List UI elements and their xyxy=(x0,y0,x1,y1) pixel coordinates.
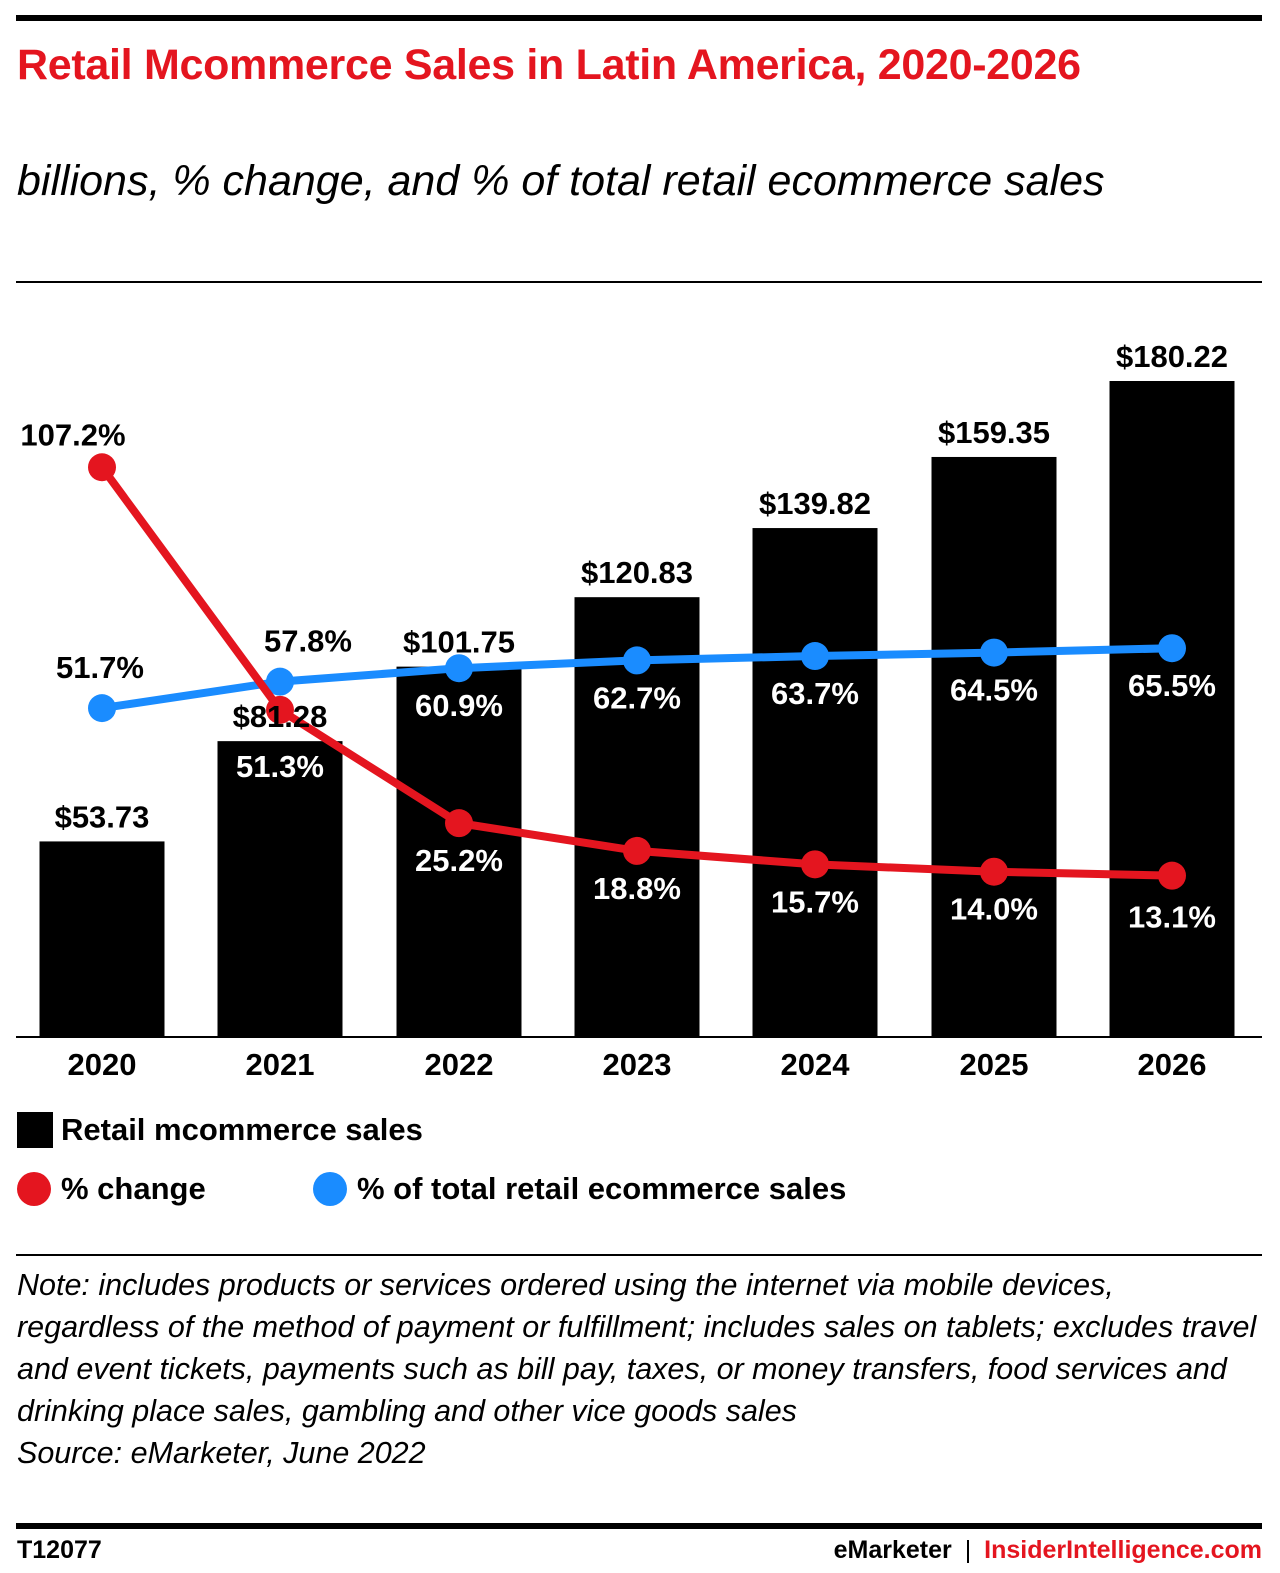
share-label-2024: 63.7% xyxy=(771,676,859,711)
bar-2026 xyxy=(1109,380,1235,1037)
top-rule xyxy=(16,15,1262,21)
legend-swatch-change xyxy=(17,1172,51,1206)
change-point-2020 xyxy=(88,453,116,482)
bar-value-label-2024: $139.82 xyxy=(759,486,871,521)
bottom-rule xyxy=(16,1523,1262,1529)
change-label-2025: 14.0% xyxy=(950,892,1038,927)
change-label-2023: 18.8% xyxy=(593,871,681,906)
change-point-2024 xyxy=(801,850,829,879)
legend: Retail mcommerce sales % change % of tot… xyxy=(17,1112,1257,1232)
note-text: Note: includes products or services orde… xyxy=(17,1268,1257,1428)
bar-2025 xyxy=(931,456,1057,1037)
bar-value-label-2022: $101.75 xyxy=(403,625,515,660)
bar-value-label-2020: $53.73 xyxy=(55,799,150,834)
share-point-2020 xyxy=(88,694,116,723)
x-tick-labels: 2020 2021 2022 2023 2024 2025 2026 xyxy=(68,1047,1207,1082)
lines-layer xyxy=(88,453,1186,890)
legend-item-share: % of total retail ecommerce sales xyxy=(313,1171,846,1207)
x-tick-label-2021: 2021 xyxy=(246,1047,315,1082)
brand-insider-intelligence-link[interactable]: InsiderIntelligence.com xyxy=(984,1536,1262,1564)
combo-chart: 2020 2021 2022 2023 2024 2025 2026 $53.73 $81.2… xyxy=(16,339,1262,1082)
change-label-2020: 107.2% xyxy=(20,417,125,452)
legend-swatch-share xyxy=(313,1172,347,1206)
change-point-2025 xyxy=(980,857,1008,886)
bar-2021 xyxy=(217,741,343,1037)
change-label-2021: 51.3% xyxy=(236,749,324,784)
bar-value-label-2026: $180.22 xyxy=(1116,339,1228,374)
legend-item-bar: Retail mcommerce sales xyxy=(17,1112,423,1148)
data-labels-layer: $53.73 $81.28 $101.75 $120.83 $139.82 $159.35… xyxy=(20,339,1228,935)
share-label-2023: 62.7% xyxy=(593,680,681,715)
chart-title: Retail Mcommerce Sales in Latin America,… xyxy=(17,41,1081,89)
x-tick-label-2023: 2023 xyxy=(603,1047,672,1082)
legend-label-share: % of total retail ecommerce sales xyxy=(357,1171,847,1206)
share-label-2022: 60.9% xyxy=(415,688,503,723)
change-point-2026 xyxy=(1158,861,1186,890)
legend-item-change: % change xyxy=(17,1171,206,1207)
x-tick-label-2022: 2022 xyxy=(425,1047,494,1082)
brand-emarketer: eMarketer xyxy=(833,1536,952,1564)
brand-separator: | xyxy=(964,1536,972,1564)
chart-note: Note: includes products or services orde… xyxy=(17,1264,1262,1474)
x-tick-label-2024: 2024 xyxy=(781,1047,851,1082)
source-text: Source: eMarketer, June 2022 xyxy=(17,1436,426,1470)
bar-value-label-2023: $120.83 xyxy=(581,555,693,590)
x-tick-label-2025: 2025 xyxy=(960,1047,1029,1082)
change-point-2022 xyxy=(445,809,473,838)
legend-rule xyxy=(16,1254,1262,1256)
legend-label-change: % change xyxy=(61,1171,206,1206)
share-label-2026: 65.5% xyxy=(1128,668,1216,703)
legend-label-bar: Retail mcommerce sales xyxy=(61,1112,423,1147)
bar-value-label-2025: $159.35 xyxy=(938,415,1050,450)
change-label-2024: 15.7% xyxy=(771,884,859,919)
x-tick-label-2020: 2020 xyxy=(68,1047,137,1082)
share-point-2021 xyxy=(266,667,294,696)
chart-id: T12077 xyxy=(17,1536,102,1564)
share-point-2025 xyxy=(980,638,1008,667)
share-point-2023 xyxy=(623,646,651,675)
change-label-2026: 13.1% xyxy=(1128,900,1216,935)
bar-2024 xyxy=(752,528,878,1037)
share-label-2025: 64.5% xyxy=(950,673,1038,708)
header-rule xyxy=(16,281,1262,283)
footer-brand: eMarketer | InsiderIntelligence.com xyxy=(834,1536,1262,1565)
legend-swatch-bar xyxy=(17,1112,53,1148)
share-point-2026 xyxy=(1158,634,1186,663)
chart-subtitle: billions, % change, and % of total retai… xyxy=(17,157,1105,205)
share-point-2024 xyxy=(801,642,829,671)
x-tick-label-2026: 2026 xyxy=(1138,1047,1207,1082)
change-label-2022: 25.2% xyxy=(415,843,503,878)
bar-2022 xyxy=(396,666,522,1037)
bar-2020 xyxy=(39,841,165,1037)
share-point-2022 xyxy=(445,654,473,683)
share-label-2021: 57.8% xyxy=(264,624,352,659)
bar-value-label-2021: $81.28 xyxy=(233,699,328,734)
change-point-2023 xyxy=(623,836,651,865)
share-label-2020: 51.7% xyxy=(56,650,144,685)
change-point-2021 xyxy=(266,695,294,724)
